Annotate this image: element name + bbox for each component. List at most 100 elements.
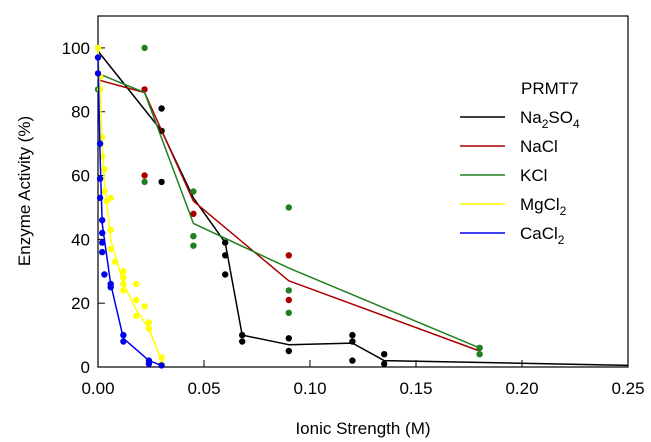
series-line-kcl bbox=[97, 72, 480, 349]
legend-item-kcl: KCl bbox=[460, 166, 547, 185]
series-line-mgcl2 bbox=[97, 47, 163, 361]
data-point-na2so4 bbox=[381, 351, 388, 358]
y-tick-label: 100 bbox=[62, 39, 90, 58]
data-point-na2so4 bbox=[285, 335, 292, 342]
data-point-nacl bbox=[141, 86, 148, 93]
x-tick-label: 0.20 bbox=[505, 379, 538, 398]
data-point-cacl2 bbox=[96, 194, 104, 202]
data-point-kcl bbox=[141, 44, 148, 52]
data-point-na2so4 bbox=[349, 357, 356, 364]
data-point-mgcl2 bbox=[133, 280, 140, 288]
data-point-kcl bbox=[285, 287, 292, 294]
data-point-kcl bbox=[190, 188, 197, 195]
y-tick-label: 40 bbox=[71, 230, 90, 249]
series-line-nacl bbox=[97, 79, 480, 352]
data-point-mgcl2 bbox=[120, 274, 127, 281]
data-point-mgcl2 bbox=[120, 280, 127, 288]
data-point-na2so4 bbox=[158, 105, 165, 112]
y-tick-label: 80 bbox=[71, 103, 90, 122]
plot-frame bbox=[97, 15, 629, 368]
data-point-nacl bbox=[285, 252, 292, 259]
y-axis-ticks: 0 20 40 60 80 100 bbox=[62, 39, 105, 377]
data-point-mgcl2 bbox=[107, 194, 114, 202]
legend-label-nacl: NaCl bbox=[520, 137, 558, 156]
data-point-cacl2 bbox=[99, 217, 106, 224]
data-point-mgcl2 bbox=[133, 312, 140, 320]
series-cacl2 bbox=[94, 54, 165, 369]
data-point-mgcl2 bbox=[145, 319, 153, 326]
data-point-mgcl2 bbox=[120, 268, 127, 275]
data-point-cacl2 bbox=[94, 54, 102, 61]
data-point-kcl bbox=[285, 309, 292, 316]
data-point-kcl bbox=[285, 204, 292, 211]
data-point-mgcl2 bbox=[101, 188, 108, 195]
data-point-mgcl2 bbox=[99, 134, 106, 141]
legend: Na2SO4 NaCl KCl MgCl2 CaCl2 bbox=[460, 108, 580, 247]
data-point-na2so4 bbox=[222, 239, 229, 246]
data-point-kcl bbox=[141, 178, 148, 186]
y-axis-label: Enzyme Activity (%) bbox=[15, 116, 34, 266]
data-point-cacl2 bbox=[101, 271, 108, 278]
legend-item-cacl2: CaCl2 bbox=[460, 224, 565, 247]
x-tick-label: 0.25 bbox=[611, 379, 644, 398]
x-tick-label: 0.10 bbox=[293, 379, 326, 398]
data-point-kcl bbox=[476, 351, 483, 358]
legend-label-mgcl2: MgCl2 bbox=[520, 195, 567, 218]
data-point-mgcl2 bbox=[158, 354, 165, 361]
x-tick-label: 0.05 bbox=[187, 379, 220, 398]
y-tick-label: 0 bbox=[81, 358, 90, 377]
data-point-nacl bbox=[285, 296, 292, 304]
series-layer bbox=[94, 44, 629, 369]
chart-annotation: PRMT7 bbox=[521, 79, 579, 98]
data-point-mgcl2 bbox=[94, 44, 102, 52]
y-tick-label: 60 bbox=[71, 167, 90, 186]
data-point-mgcl2 bbox=[101, 166, 108, 173]
data-point-na2so4 bbox=[285, 347, 292, 355]
data-point-mgcl2 bbox=[120, 287, 127, 294]
data-point-cacl2 bbox=[145, 360, 153, 367]
legend-item-na2so4: Na2SO4 bbox=[460, 108, 580, 131]
data-point-mgcl2 bbox=[141, 303, 148, 310]
legend-label-kcl: KCl bbox=[520, 166, 547, 185]
legend-item-nacl: NaCl bbox=[460, 137, 558, 156]
data-point-mgcl2 bbox=[107, 245, 114, 253]
data-point-cacl2 bbox=[120, 331, 127, 339]
data-point-nacl bbox=[141, 172, 148, 179]
data-point-na2so4 bbox=[222, 271, 229, 278]
data-point-cacl2 bbox=[99, 239, 106, 246]
series-kcl bbox=[94, 44, 483, 358]
x-axis-ticks: 0.00 0.05 0.10 0.15 0.20 0.25 bbox=[81, 360, 645, 398]
x-tick-label: 0.15 bbox=[399, 379, 432, 398]
data-point-cacl2 bbox=[94, 70, 102, 77]
data-point-kcl bbox=[190, 233, 197, 240]
series-mgcl2 bbox=[94, 44, 165, 367]
data-point-kcl bbox=[476, 344, 483, 352]
data-point-cacl2 bbox=[120, 338, 127, 345]
x-axis-label: Ionic Strength (M) bbox=[295, 419, 430, 438]
data-point-na2so4 bbox=[158, 178, 165, 186]
data-point-nacl bbox=[190, 210, 197, 217]
data-point-cacl2 bbox=[158, 362, 165, 369]
data-point-na2so4 bbox=[239, 331, 246, 339]
legend-label-na2so4: Na2SO4 bbox=[520, 108, 580, 131]
data-point-kcl bbox=[190, 242, 197, 249]
data-point-cacl2 bbox=[107, 284, 114, 291]
data-point-na2so4 bbox=[239, 338, 246, 345]
legend-item-mgcl2: MgCl2 bbox=[460, 195, 567, 218]
data-point-na2so4 bbox=[349, 338, 356, 345]
data-point-cacl2 bbox=[96, 175, 104, 182]
data-point-na2so4 bbox=[349, 331, 356, 339]
data-point-mgcl2 bbox=[145, 325, 153, 332]
data-point-na2so4 bbox=[222, 252, 229, 259]
legend-label-cacl2: CaCl2 bbox=[520, 224, 565, 247]
data-point-mgcl2 bbox=[111, 258, 119, 265]
series-line-cacl2 bbox=[97, 57, 162, 367]
data-point-mgcl2 bbox=[133, 296, 140, 304]
data-point-na2so4 bbox=[381, 360, 388, 367]
data-point-cacl2 bbox=[99, 248, 106, 256]
data-point-cacl2 bbox=[96, 140, 104, 147]
y-tick-label: 20 bbox=[71, 294, 90, 313]
data-point-mgcl2 bbox=[107, 226, 114, 233]
data-point-mgcl2 bbox=[96, 86, 104, 93]
